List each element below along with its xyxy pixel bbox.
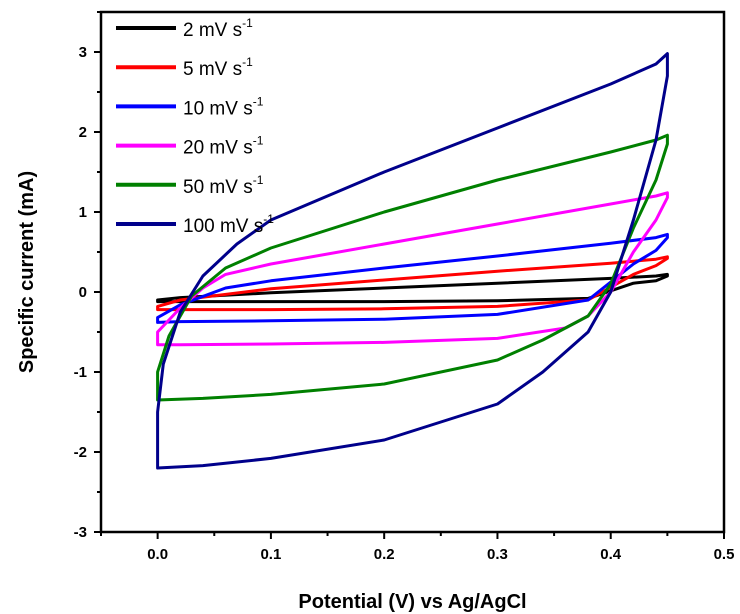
y-axis-label: Specific current (mA) <box>16 171 38 373</box>
y-tick-label: -2 <box>74 444 87 461</box>
x-tick-label: 0.1 <box>260 546 281 563</box>
legend-label: 5 mV s-1 <box>183 55 253 80</box>
plot-frame <box>99 10 726 534</box>
legend-item-2: 5 mV s-1 <box>116 55 253 80</box>
x-tick-label: 0.5 <box>714 546 735 563</box>
legend-label: 2 mV s-1 <box>183 16 253 41</box>
y-tick-label: 2 <box>79 124 87 141</box>
series-line-3 <box>156 232 669 324</box>
series-line-1 <box>156 272 669 304</box>
legend-item-1: 2 mV s-1 <box>116 16 253 41</box>
x-tick-label: 0.0 <box>147 546 168 563</box>
plot-area: 0.0 0.1 0.2 0.3 0.4 0.5 -3 -2 -1 0 1 2 3 <box>74 10 735 563</box>
y-tick-label: -1 <box>74 364 87 381</box>
y-tick-label: -3 <box>74 524 87 541</box>
legend-label: 20 mV s-1 <box>183 134 264 159</box>
x-axis-label: Potential (V) vs Ag/AgCl <box>298 591 526 613</box>
x-tick-label: 0.4 <box>600 546 622 563</box>
legend-label: 50 mV s-1 <box>183 173 264 198</box>
series-line-4 <box>156 191 669 347</box>
legend: 2 mV s-1 5 mV s-1 10 mV s-1 20 mV s-1 50 mV … <box>116 16 274 237</box>
legend-label: 100 mV s-1 <box>183 212 274 237</box>
y-tick-label: 3 <box>79 44 87 61</box>
series-line-2 <box>156 255 669 312</box>
x-tick-label: 0.2 <box>374 546 395 563</box>
y-tick-label: 1 <box>79 204 87 221</box>
legend-item-6: 100 mV s-1 <box>116 212 274 237</box>
series-line-5 <box>156 133 669 402</box>
x-axis-ticks: 0.0 0.1 0.2 0.3 0.4 0.5 <box>100 532 735 563</box>
legend-item-5: 50 mV s-1 <box>116 173 264 198</box>
series-line-6 <box>156 52 669 470</box>
legend-item-4: 20 mV s-1 <box>116 134 264 159</box>
y-tick-label: 0 <box>79 284 87 301</box>
x-tick-label: 0.3 <box>487 546 508 563</box>
legend-label: 10 mV s-1 <box>183 94 264 119</box>
legend-item-3: 10 mV s-1 <box>116 94 264 119</box>
y-axis-ticks: -3 -2 -1 0 1 2 3 <box>74 11 101 541</box>
series-layer <box>156 52 669 470</box>
